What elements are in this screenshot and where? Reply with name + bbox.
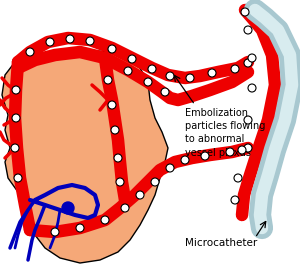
Circle shape: [144, 78, 152, 86]
Polygon shape: [2, 50, 168, 263]
Circle shape: [244, 144, 252, 152]
Circle shape: [208, 69, 216, 77]
Text: Microcatheter: Microcatheter: [185, 238, 257, 248]
Circle shape: [108, 101, 116, 109]
Circle shape: [161, 88, 169, 96]
Circle shape: [104, 76, 112, 84]
Circle shape: [148, 65, 156, 73]
Circle shape: [248, 54, 256, 62]
Circle shape: [136, 191, 144, 199]
Circle shape: [101, 216, 109, 224]
Circle shape: [124, 67, 132, 75]
Circle shape: [166, 72, 174, 80]
Circle shape: [166, 164, 174, 172]
Circle shape: [108, 45, 116, 53]
Circle shape: [231, 65, 239, 73]
Circle shape: [128, 55, 136, 63]
Circle shape: [26, 48, 34, 56]
Circle shape: [62, 202, 74, 214]
Circle shape: [46, 38, 54, 46]
Circle shape: [181, 156, 189, 164]
Circle shape: [238, 146, 246, 154]
Circle shape: [244, 116, 252, 124]
Circle shape: [244, 59, 252, 67]
Circle shape: [116, 178, 124, 186]
Circle shape: [248, 84, 256, 92]
Circle shape: [201, 152, 209, 160]
Circle shape: [241, 8, 249, 16]
Circle shape: [12, 114, 20, 122]
Circle shape: [14, 174, 22, 182]
Circle shape: [186, 74, 194, 82]
Circle shape: [234, 174, 242, 182]
Circle shape: [121, 204, 129, 212]
Circle shape: [244, 26, 252, 34]
Text: Embolization
particles flowing
to abnormal
vessel plexus: Embolization particles flowing to abnorm…: [185, 108, 266, 157]
Circle shape: [111, 126, 119, 134]
Circle shape: [231, 196, 239, 204]
Circle shape: [76, 224, 84, 232]
Circle shape: [51, 228, 59, 236]
Circle shape: [11, 144, 19, 152]
Circle shape: [151, 178, 159, 186]
Circle shape: [86, 37, 94, 45]
Circle shape: [66, 35, 74, 43]
Circle shape: [114, 154, 122, 162]
Circle shape: [12, 86, 20, 94]
Circle shape: [226, 148, 234, 156]
